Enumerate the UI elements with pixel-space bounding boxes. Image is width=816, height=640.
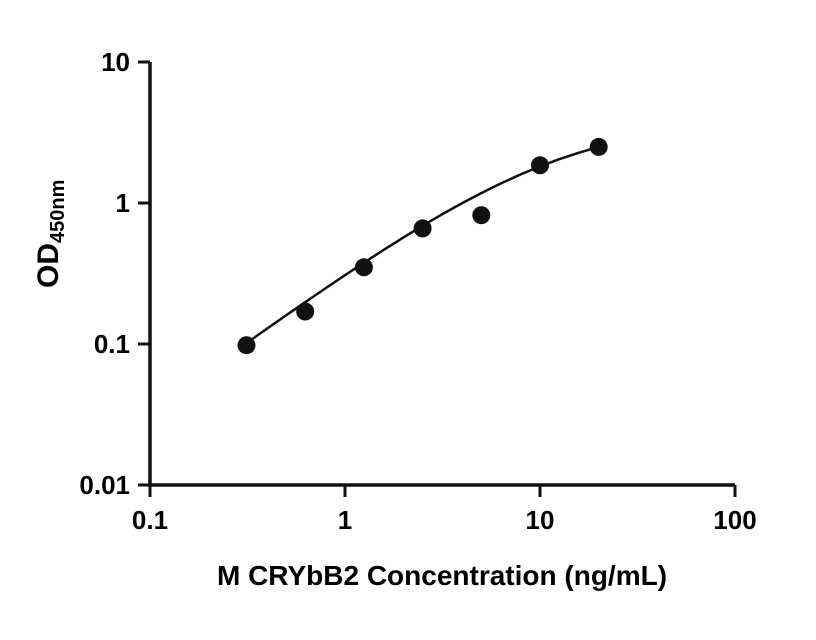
data-point (413, 219, 432, 238)
y-axis-title: OD450nm (32, 180, 69, 288)
data-point (531, 156, 549, 175)
data-point (237, 336, 256, 355)
y-axis-title-main: OD (32, 243, 65, 288)
x-tick-label: 1 (338, 505, 352, 535)
x-tick-label: 0.1 (132, 505, 168, 535)
tick-marks (138, 60, 737, 497)
x-axis-title: M CRYbB2 Concentration (ng/mL) (217, 560, 667, 591)
x-tick-label: 100 (713, 505, 756, 535)
y-axis-title-subscript: 450nm (47, 180, 69, 243)
axes (148, 62, 735, 487)
y-tick-label: 10 (101, 47, 130, 77)
data-point (354, 258, 373, 277)
y-tick-label: 0.01 (79, 470, 130, 500)
y-tick-label: 1 (116, 188, 130, 218)
data-point (472, 206, 491, 225)
x-tick-label: 10 (526, 505, 555, 535)
y-tick-label: 0.1 (94, 329, 130, 359)
data-point (296, 302, 315, 321)
data-points-group (237, 137, 608, 355)
data-point (589, 137, 608, 156)
